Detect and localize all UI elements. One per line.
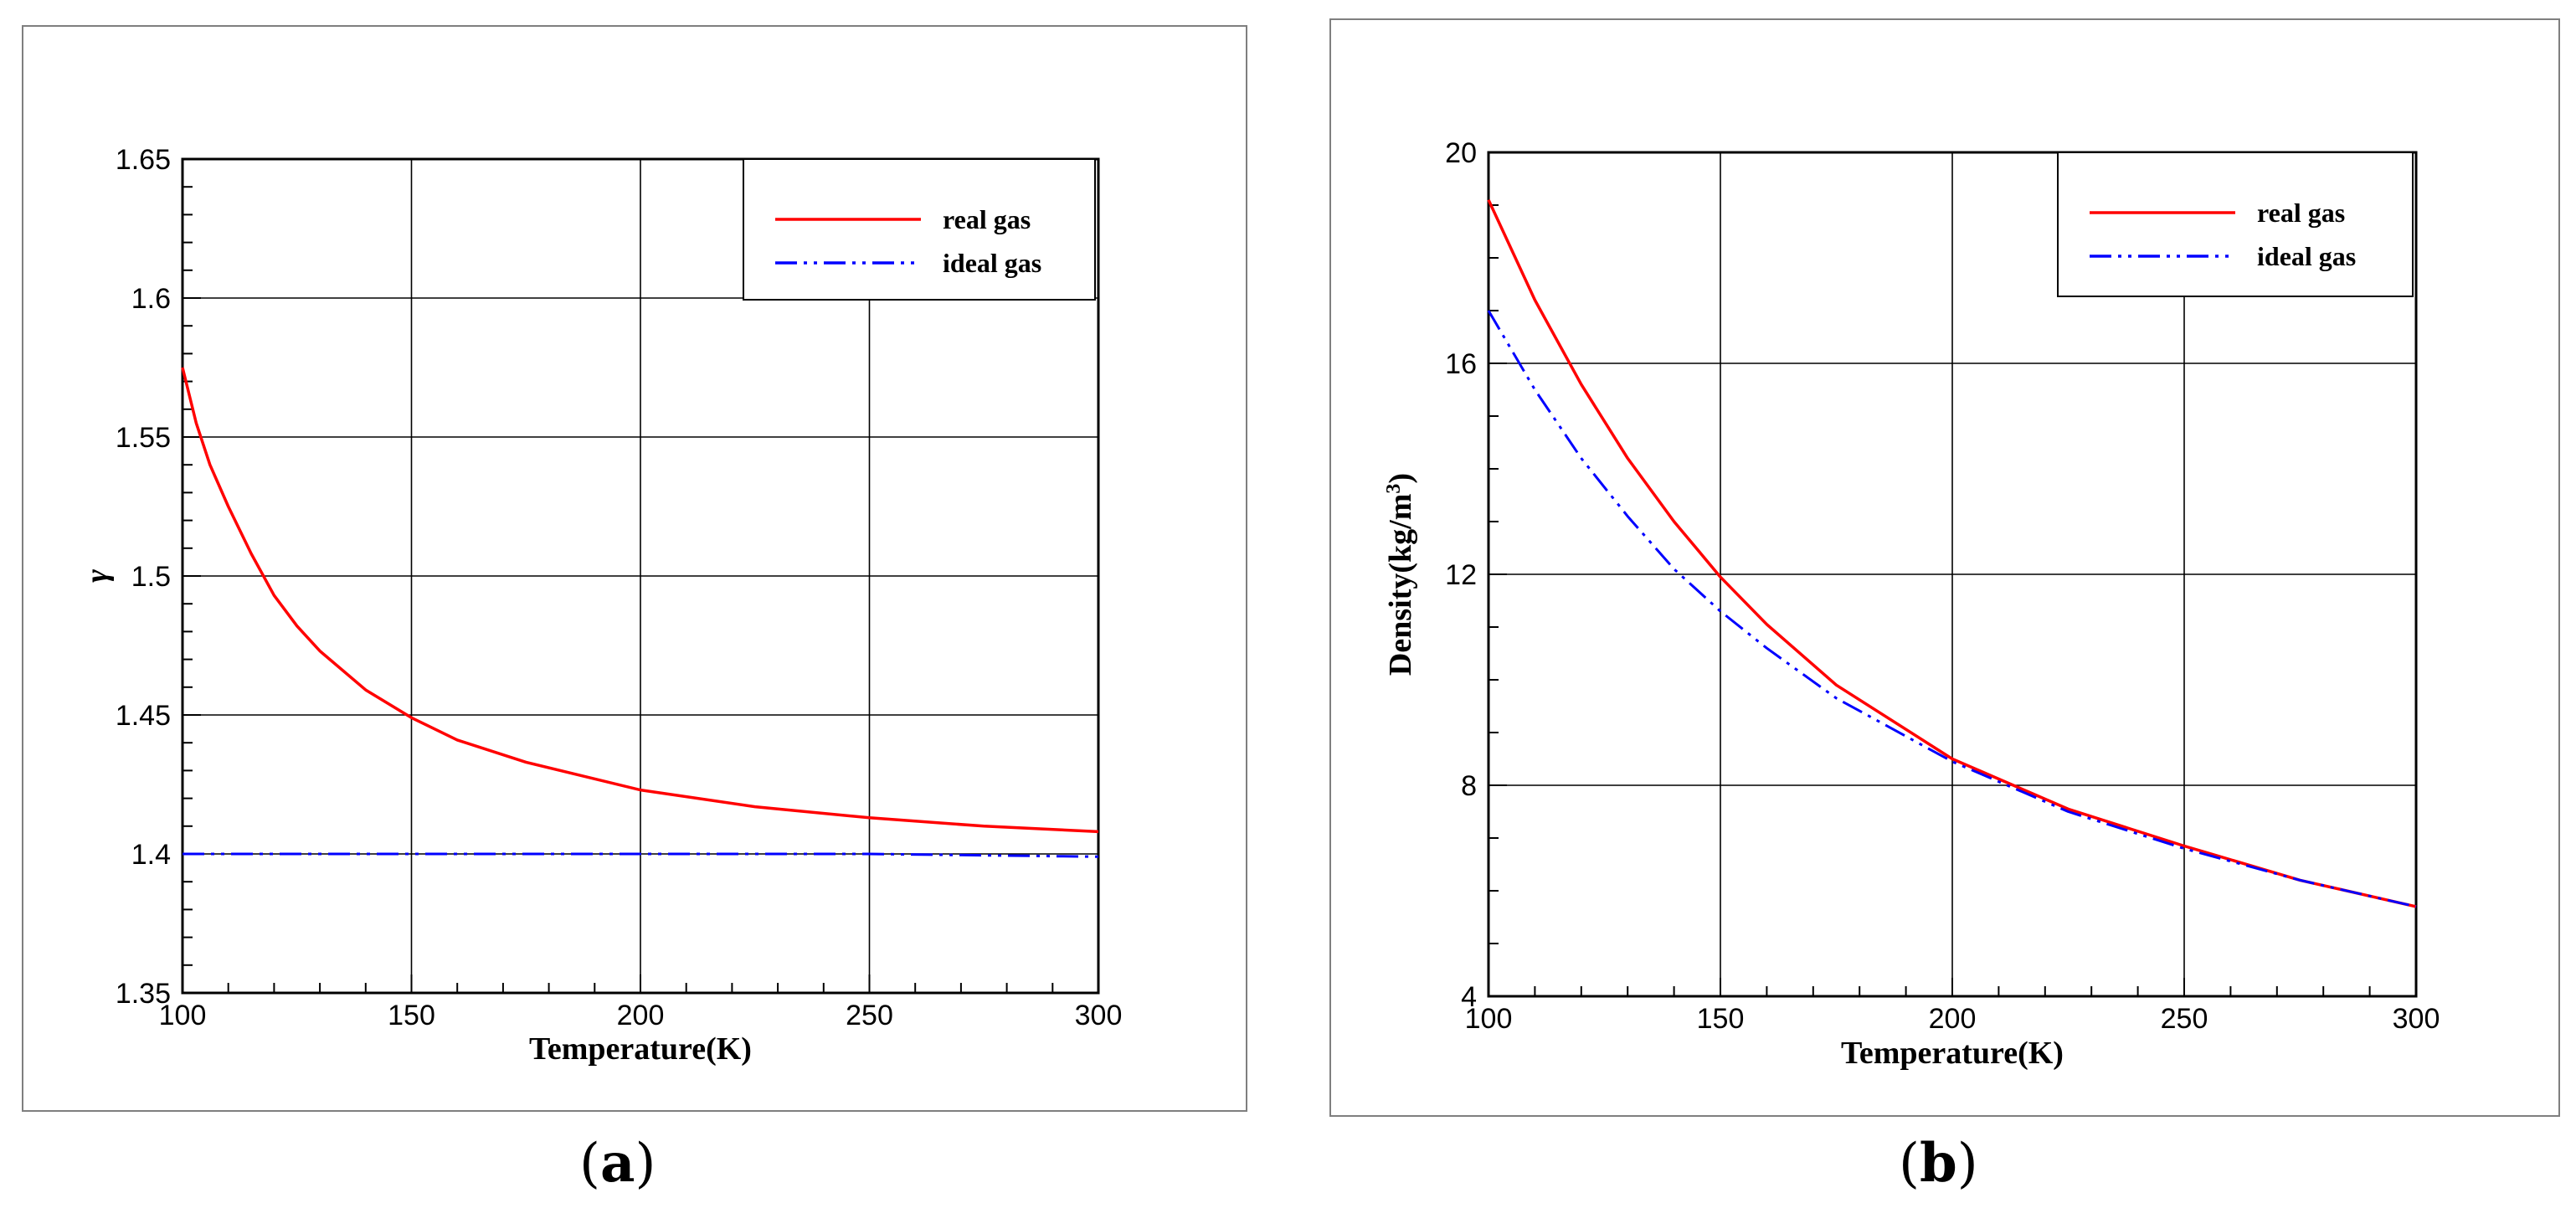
panel-label-b: (b) <box>1899 1132 1978 1195</box>
chart-b-legend-box <box>2057 152 2414 297</box>
chart-b-ytick-label: 20 <box>1445 137 1477 169</box>
panel-label-a: (a) <box>579 1132 656 1195</box>
chart-b-series-real-gas-line <box>1487 198 2417 908</box>
panel-label-b-close: ) <box>1956 1133 1978 1195</box>
chart-a-xtick-label: 200 <box>617 1000 665 1031</box>
chart-b-ytick-label: 16 <box>1445 348 1477 380</box>
panel-label-b-open: ( <box>1899 1133 1920 1195</box>
chart-b-xlabel: Temperature(K) <box>1841 1036 2064 1071</box>
chart-a-xtick-label: 300 <box>1075 1000 1123 1031</box>
chart-a-ytick-label: 1.65 <box>116 144 171 176</box>
chart-a-ytick-label: 1.45 <box>116 700 171 732</box>
chart-a-plot-area <box>181 157 1100 995</box>
chart-a-ytick-label: 1.6 <box>131 283 171 315</box>
panel-label-a-close: ) <box>635 1133 656 1195</box>
chart-a-ytick-label: 1.5 <box>131 561 171 593</box>
chart-b-plot-area <box>1487 151 2418 998</box>
chart-a-xtick-label: 150 <box>388 1000 435 1031</box>
chart-b-xtick-label: 150 <box>1697 1003 1745 1035</box>
chart-b-legend-label: real gas <box>2257 198 2345 228</box>
chart-a-legend-box <box>743 158 1096 301</box>
chart-a-xtick-label: 100 <box>159 1000 207 1031</box>
chart-b-xtick-label: 200 <box>1929 1003 1977 1035</box>
chart-a-ytick-label: 1.35 <box>116 978 171 1010</box>
chart-b-xtick-label: 300 <box>2393 1003 2440 1035</box>
chart-a-ytick-label: 1.55 <box>116 422 171 454</box>
chart-a-xtick-label: 250 <box>846 1000 893 1031</box>
panel-label-a-letter: a <box>599 1132 635 1195</box>
chart-a-ylabel: γ <box>80 569 115 583</box>
chart-a-series-real-gas-line <box>181 367 1099 834</box>
chart-b-ytick-label: 8 <box>1461 770 1477 802</box>
chart-b-ylabel-main: Density(kg/m <box>1383 494 1418 676</box>
chart-b-ylabel-end: ) <box>1383 473 1418 484</box>
chart-b-ytick-label: 4 <box>1461 981 1477 1013</box>
panel-label-a-open: ( <box>579 1133 600 1195</box>
chart-a-legend-label: real gas <box>943 204 1031 234</box>
chart-a-series-ideal-gas-line <box>183 852 1099 858</box>
chart-b-ylabel-sup: 3 <box>1383 484 1405 494</box>
chart-a-ytick-label: 1.4 <box>131 839 171 871</box>
chart-b-legend-label: ideal gas <box>2257 241 2356 271</box>
chart-b-ylabel: Density(kg/m3) <box>1383 473 1418 676</box>
chart-b-series-ideal-gas-line <box>1487 310 2417 908</box>
panel-label-b-letter: b <box>1919 1132 1957 1195</box>
chart-a-legend-label: ideal gas <box>943 248 1041 278</box>
chart-b-xtick-label: 100 <box>1465 1003 1513 1035</box>
chart-b-xtick-label: 250 <box>2161 1003 2208 1035</box>
chart-a-xlabel: Temperature(K) <box>529 1031 752 1067</box>
chart-b-ytick-label: 12 <box>1445 559 1477 591</box>
